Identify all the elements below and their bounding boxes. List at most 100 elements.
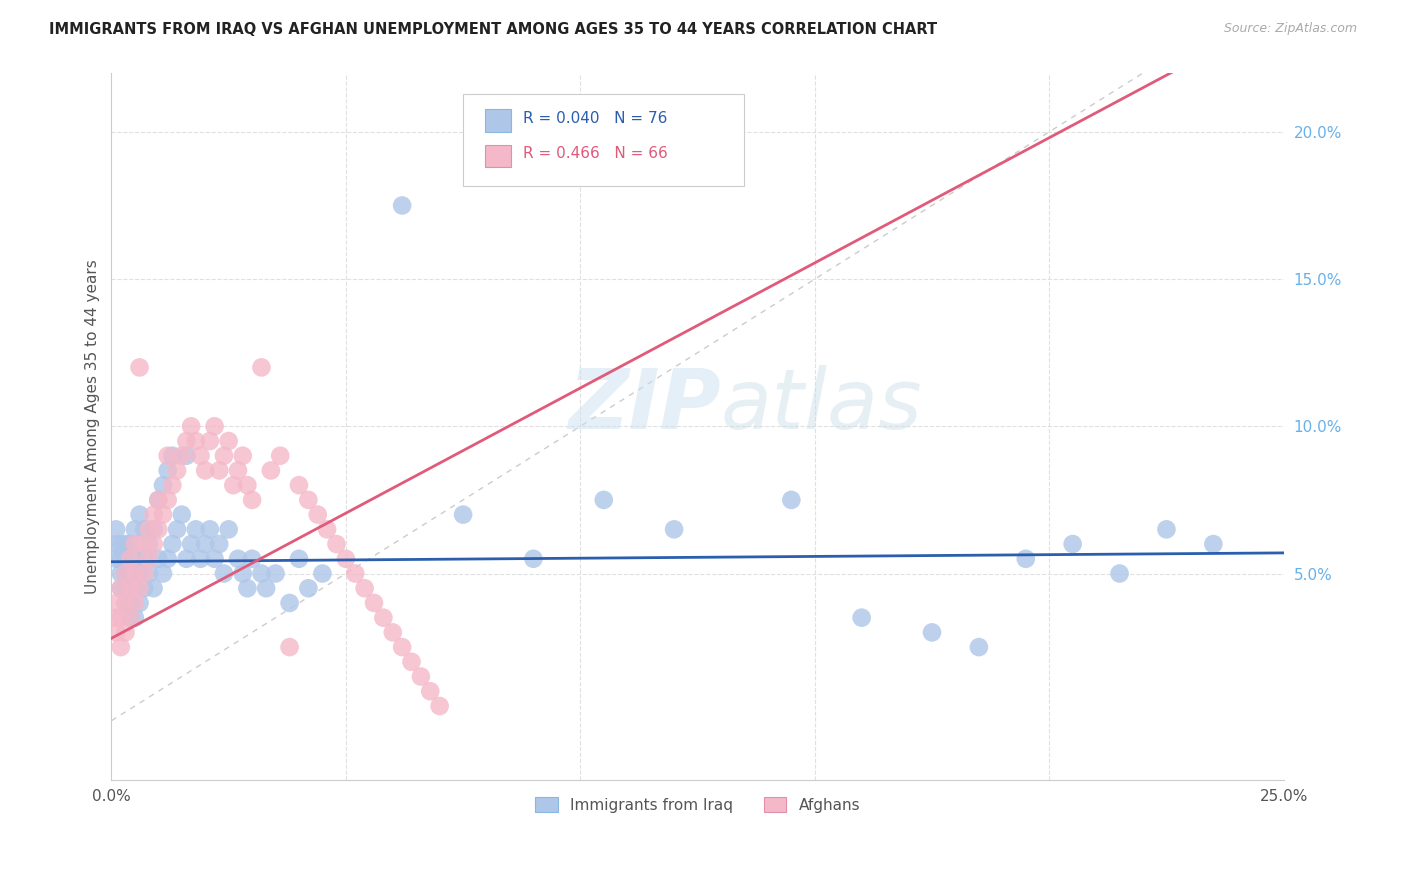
Y-axis label: Unemployment Among Ages 35 to 44 years: Unemployment Among Ages 35 to 44 years	[86, 259, 100, 594]
Point	[110, 566, 132, 581]
Point	[184, 522, 207, 536]
Text: R = 0.466   N = 66: R = 0.466 N = 66	[523, 146, 668, 161]
Point	[180, 537, 202, 551]
Point	[780, 492, 803, 507]
Point	[142, 508, 165, 522]
Point	[204, 419, 226, 434]
Point	[240, 551, 263, 566]
Point	[148, 551, 170, 566]
Point	[134, 537, 156, 551]
Point	[1156, 522, 1178, 536]
Point	[409, 669, 432, 683]
Point	[921, 625, 943, 640]
Point	[391, 198, 413, 212]
Point	[269, 449, 291, 463]
Point	[166, 522, 188, 536]
Point	[120, 581, 142, 595]
Point	[120, 551, 142, 566]
Point	[662, 522, 685, 536]
Point	[128, 581, 150, 595]
Point	[134, 566, 156, 581]
Point	[401, 655, 423, 669]
Point	[311, 566, 333, 581]
Point	[148, 522, 170, 536]
Point	[156, 463, 179, 477]
Point	[288, 478, 311, 492]
Point	[110, 551, 132, 566]
Point	[232, 449, 254, 463]
Point	[128, 596, 150, 610]
Point	[120, 610, 142, 624]
Text: R = 0.040   N = 76: R = 0.040 N = 76	[523, 111, 668, 126]
Point	[260, 463, 283, 477]
Point	[134, 581, 156, 595]
Point	[381, 625, 404, 640]
Point	[522, 551, 544, 566]
Point	[166, 463, 188, 477]
Point	[226, 551, 249, 566]
Point	[142, 581, 165, 595]
Point	[138, 551, 160, 566]
Text: Source: ZipAtlas.com: Source: ZipAtlas.com	[1223, 22, 1357, 36]
Point	[451, 508, 474, 522]
Point	[156, 551, 179, 566]
Point	[325, 537, 347, 551]
Point	[254, 581, 277, 595]
Point	[208, 463, 231, 477]
Point	[124, 522, 146, 536]
Point	[120, 596, 142, 610]
Point	[236, 478, 259, 492]
Point	[218, 522, 240, 536]
Point	[110, 640, 132, 654]
Point	[105, 625, 128, 640]
Point	[353, 581, 375, 595]
FancyBboxPatch shape	[463, 95, 744, 186]
Point	[152, 478, 174, 492]
Point	[204, 551, 226, 566]
Point	[170, 508, 193, 522]
Point	[190, 551, 212, 566]
Point	[335, 551, 357, 566]
Point	[148, 492, 170, 507]
Point	[105, 522, 128, 536]
Point	[124, 596, 146, 610]
Point	[128, 360, 150, 375]
Point	[120, 566, 142, 581]
Point	[236, 581, 259, 595]
Point	[114, 581, 136, 595]
Point	[156, 492, 179, 507]
Point	[162, 449, 184, 463]
Point	[114, 596, 136, 610]
Point	[307, 508, 329, 522]
Point	[162, 478, 184, 492]
Point	[1108, 566, 1130, 581]
Point	[124, 551, 146, 566]
Bar	[485, 145, 512, 167]
Point	[114, 566, 136, 581]
Point	[297, 492, 319, 507]
Point	[419, 684, 441, 698]
Point	[429, 698, 451, 713]
Point	[120, 537, 142, 551]
Point	[278, 640, 301, 654]
Point	[138, 566, 160, 581]
Point	[162, 537, 184, 551]
Point	[194, 463, 217, 477]
Point	[1015, 551, 1038, 566]
Point	[391, 640, 413, 654]
Point	[124, 581, 146, 595]
Point	[250, 360, 273, 375]
Point	[194, 537, 217, 551]
Point	[134, 551, 156, 566]
Point	[218, 434, 240, 448]
Legend: Immigrants from Iraq, Afghans: Immigrants from Iraq, Afghans	[523, 785, 873, 825]
Point	[138, 522, 160, 536]
Bar	[485, 109, 512, 132]
Point	[288, 551, 311, 566]
Point	[250, 566, 273, 581]
Point	[124, 537, 146, 551]
Text: IMMIGRANTS FROM IRAQ VS AFGHAN UNEMPLOYMENT AMONG AGES 35 TO 44 YEARS CORRELATIO: IMMIGRANTS FROM IRAQ VS AFGHAN UNEMPLOYM…	[49, 22, 938, 37]
Point	[110, 537, 132, 551]
Point	[208, 537, 231, 551]
Point	[110, 581, 132, 595]
